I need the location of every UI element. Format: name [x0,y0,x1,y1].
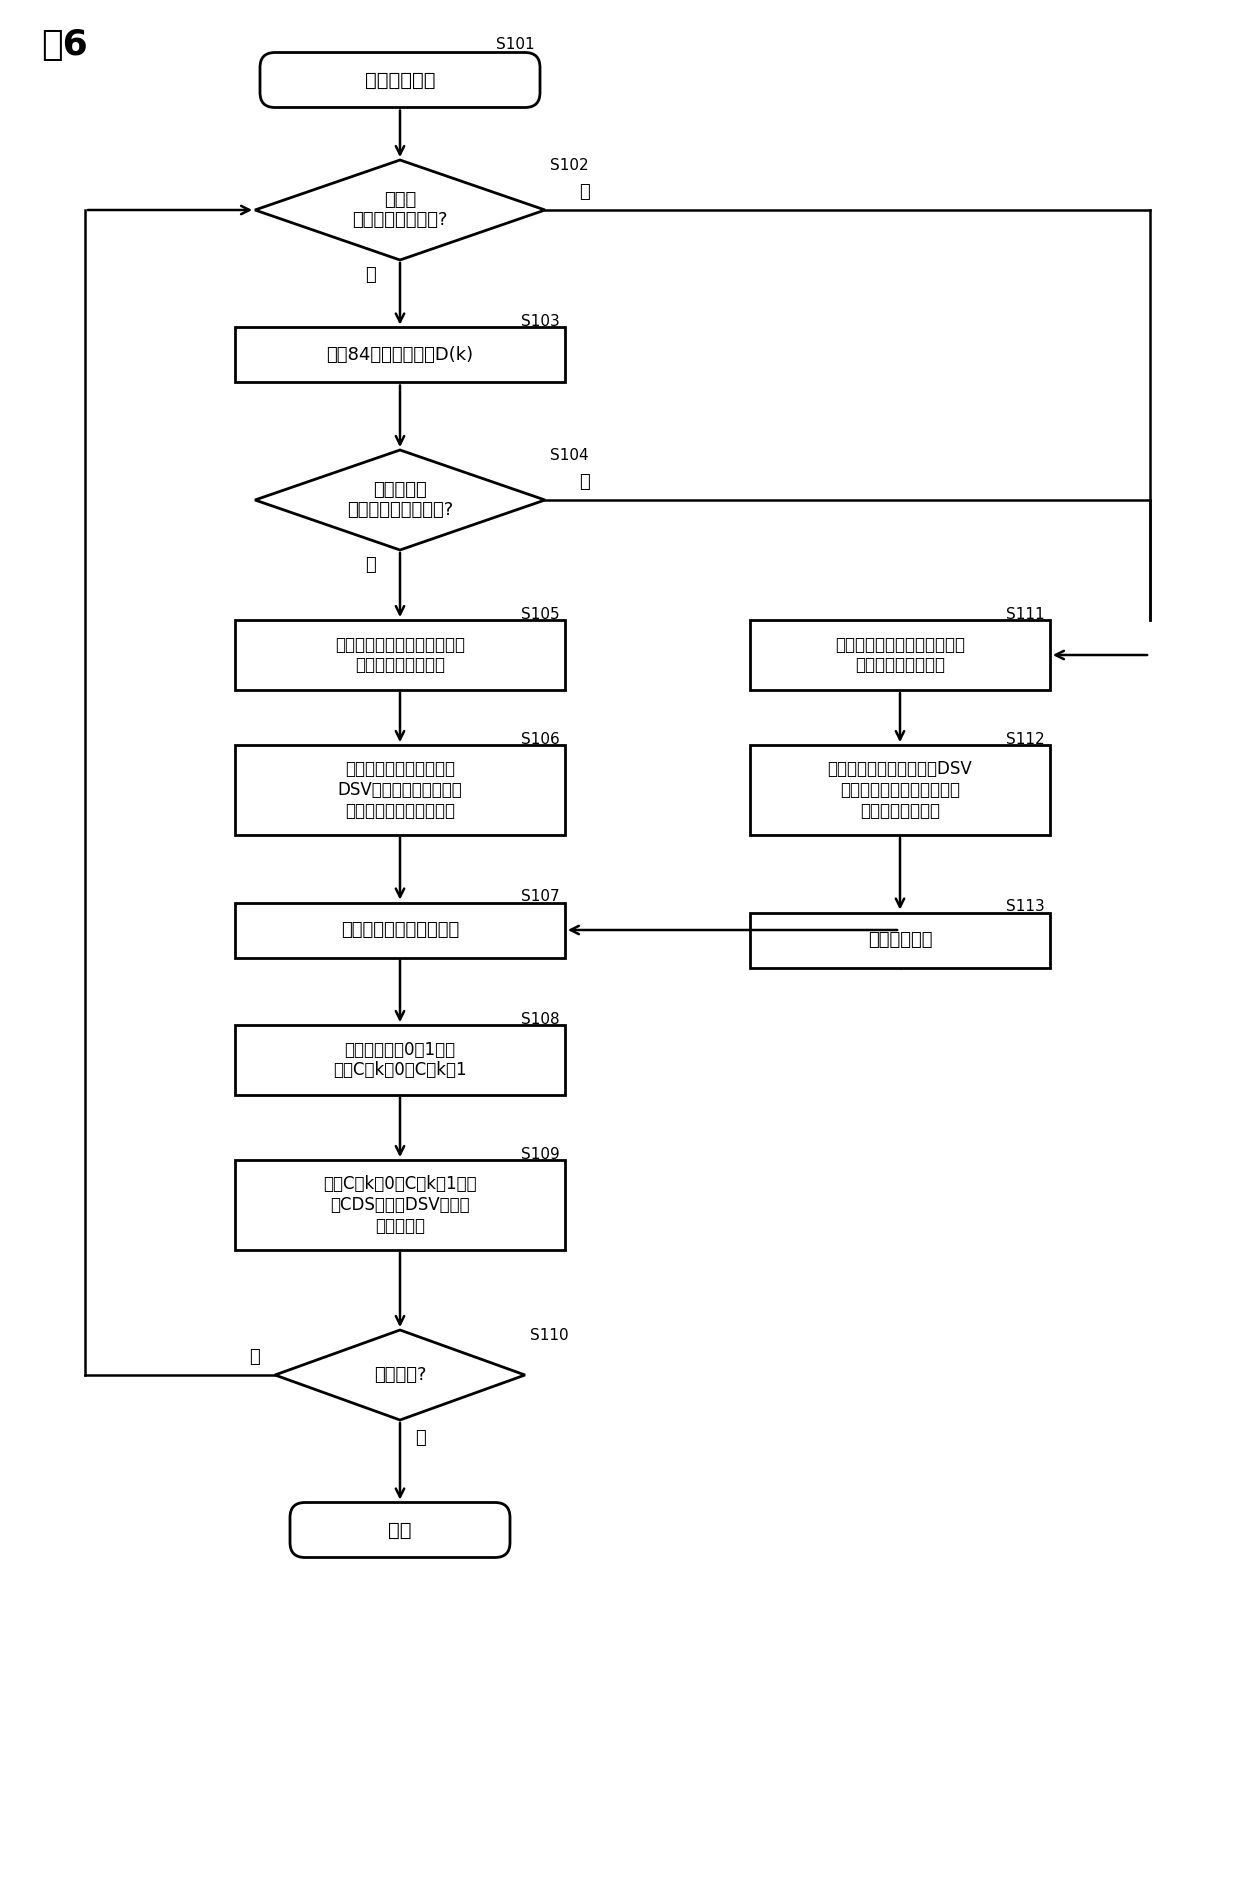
Text: 同步字的选择: 同步字的选择 [868,931,932,950]
Text: S102: S102 [551,157,589,172]
Text: S105: S105 [521,607,560,621]
Text: S108: S108 [521,1012,560,1027]
Polygon shape [255,450,546,551]
Text: 下一个
是否在同步字之外?: 下一个 是否在同步字之外? [352,191,448,229]
Text: S109: S109 [521,1147,560,1162]
Text: 编码结束?: 编码结束? [373,1366,427,1385]
Text: S113: S113 [1006,899,1045,914]
Text: S107: S107 [521,889,560,904]
Text: S112: S112 [1007,732,1045,747]
Polygon shape [275,1330,525,1421]
Text: S110: S110 [529,1328,569,1343]
Text: 运算C（k）0，C（k）1各自
的CDS。进行DSV运算，
峰値的更新: 运算C（k）0，C（k）1各自 的CDS。进行DSV运算， 峰値的更新 [324,1175,477,1235]
Text: 是: 是 [414,1428,425,1447]
Text: S101: S101 [496,38,534,51]
FancyBboxPatch shape [290,1502,510,1557]
Text: S104: S104 [551,448,589,462]
Text: S103: S103 [521,314,560,329]
Bar [750,745,1050,834]
Text: 把未选择的码字存储器和
DSV存储器的内容替换为
选择的内容。把峰値清零: 把未选择的码字存储器和 DSV存储器的内容替换为 选择的内容。把峰値清零 [337,761,463,819]
Polygon shape [255,161,546,259]
Text: 输入84比特的源数据D(k): 输入84比特的源数据D(k) [326,346,474,363]
Text: 参照峰値存储器，选择峰値小
的存储器来进行输出: 参照峰値存储器，选择峰値小 的存储器来进行输出 [835,636,965,674]
Text: 否: 否 [249,1347,260,1366]
Text: 是: 是 [365,267,376,284]
Text: 图6: 图6 [42,28,88,62]
Text: 初始状态设定: 初始状态设定 [365,70,435,89]
Bar [236,1160,565,1251]
Text: 在编码表中
存在能够选择的码字?: 在编码表中 存在能够选择的码字? [347,481,453,520]
Text: 结束: 结束 [388,1521,412,1540]
Text: S106: S106 [521,732,560,747]
Bar [236,327,565,382]
Bar [236,621,565,691]
Bar [236,745,565,834]
Bar [236,902,565,957]
Text: 否: 否 [579,473,590,492]
Text: 参照峰値存储器，选择峰値小
的存储器来进行输出: 参照峰値存储器，选择峰値小 的存储器来进行输出 [335,636,465,674]
Text: 把未选择的码字存储器和DSV
存储器的内容替换为选择的
内容。把峰値清零: 把未选择的码字存储器和DSV 存储器的内容替换为选择的 内容。把峰値清零 [827,761,972,819]
Bar [750,912,1050,967]
Text: 是: 是 [365,556,376,573]
Text: S111: S111 [1007,607,1045,621]
Bar [236,1025,565,1095]
Text: 该码字存储器0，1附加
码字C（k）0，C（k）1: 该码字存储器0，1附加 码字C（k）0，C（k）1 [334,1041,466,1080]
Text: 否: 否 [579,184,590,201]
Text: 选择输出第一、第二码字: 选择输出第一、第二码字 [341,921,459,938]
FancyBboxPatch shape [260,53,539,108]
Bar [750,621,1050,691]
